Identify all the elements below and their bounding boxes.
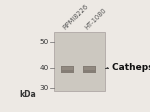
Bar [84,67,95,70]
Bar [62,67,73,70]
Bar [61,66,74,73]
Text: Cathepsin B: Cathepsin B [112,63,150,72]
Text: 50: 50 [40,39,49,45]
Bar [83,66,96,73]
Text: kDa: kDa [19,90,36,99]
Text: 30: 30 [40,85,49,91]
Bar [54,32,105,91]
Text: HT-1080: HT-1080 [84,7,108,31]
Text: 40: 40 [40,65,49,71]
Text: RPMI8226: RPMI8226 [62,3,90,31]
